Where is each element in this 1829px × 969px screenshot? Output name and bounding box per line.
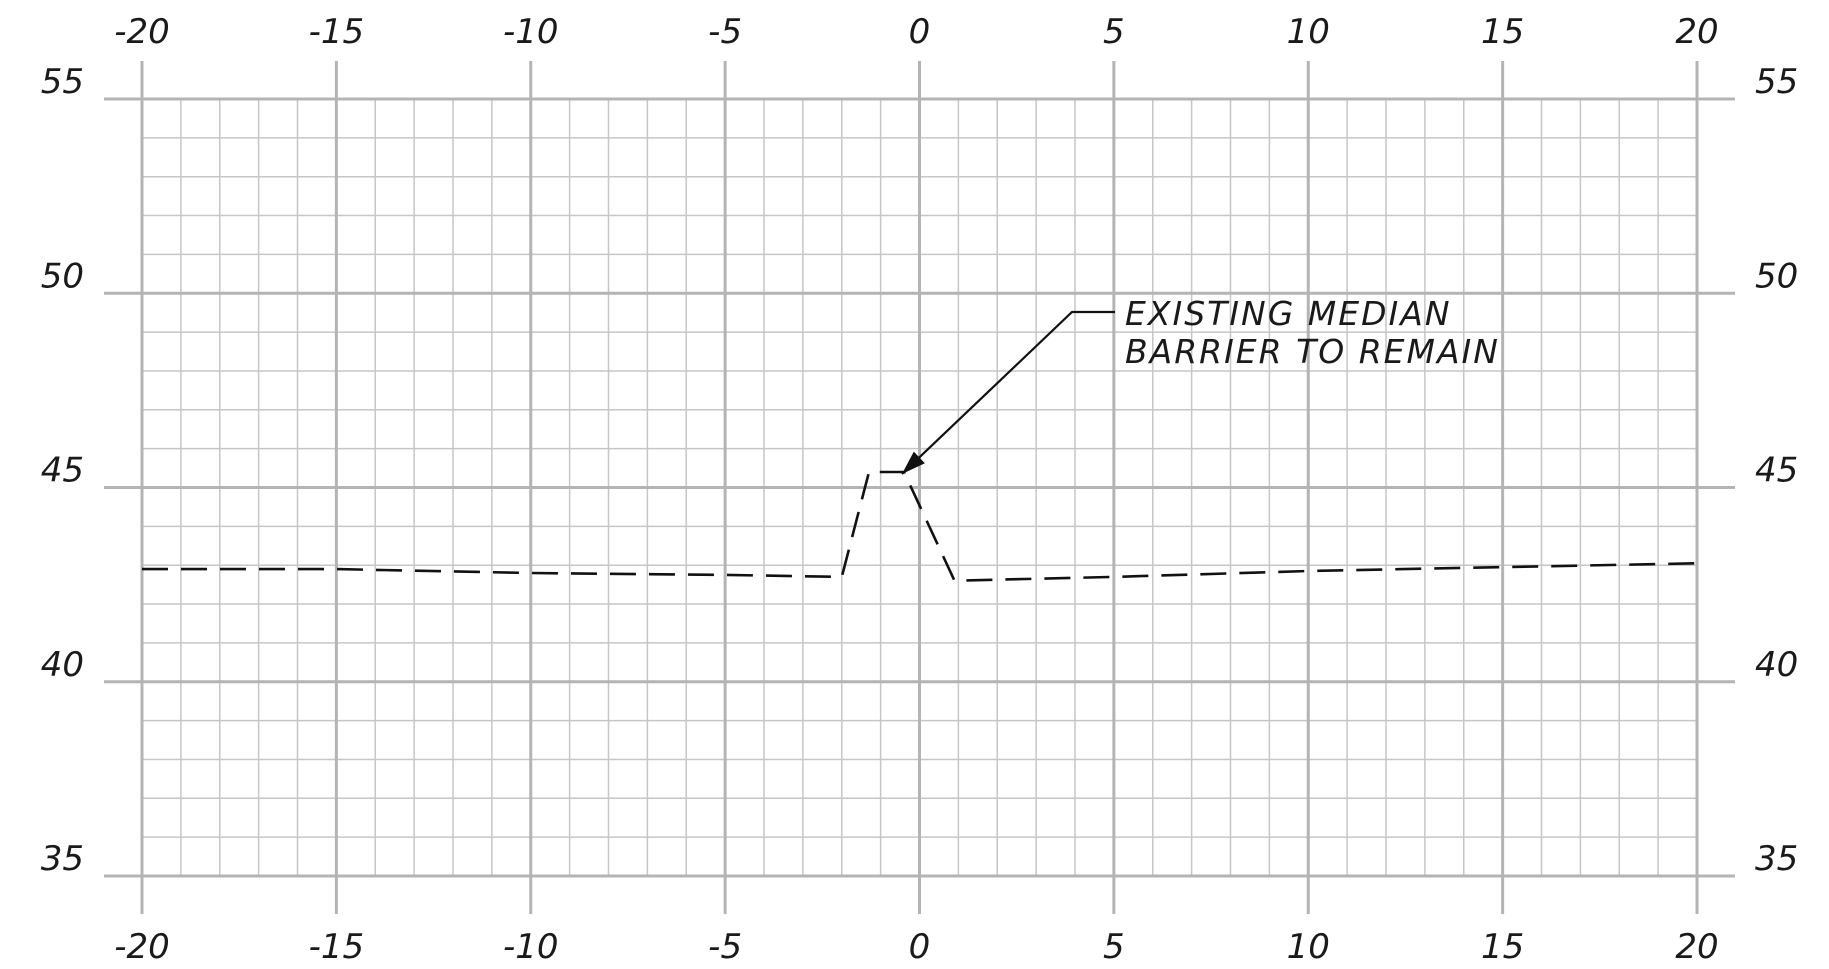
annotation-leader-line — [901, 310, 1115, 475]
y-tick-label-right: 40 — [1755, 645, 1798, 685]
y-tick-label-right: 35 — [1755, 839, 1798, 879]
x-tick-label-top: 20 — [1675, 12, 1718, 52]
profile-line-0 — [142, 470, 1698, 583]
annotation-text-line-1: EXISTING MEDIAN — [1125, 294, 1452, 333]
x-tick-label-top: 10 — [1287, 12, 1330, 52]
x-tick-label-bottom: 20 — [1675, 927, 1718, 967]
tick-labels: -20-20-15-15-10-10-5-5005510101515202035… — [41, 12, 1799, 967]
y-tick-label-left: 35 — [41, 839, 84, 879]
x-tick-label-top: -20 — [114, 12, 170, 52]
x-tick-label-top: -15 — [309, 12, 365, 52]
y-tick-label-right: 45 — [1755, 451, 1798, 491]
y-tick-label-left: 55 — [41, 62, 84, 102]
x-tick-label-bottom: 0 — [909, 927, 931, 967]
x-tick-label-bottom: -20 — [114, 927, 170, 967]
annotation: EXISTING MEDIAN BARRIER TO REMAIN — [901, 294, 1500, 475]
y-tick-label-right: 50 — [1755, 256, 1798, 296]
annotation-text-line-2: BARRIER TO REMAIN — [1125, 332, 1500, 371]
y-tick-label-left: 40 — [41, 645, 84, 685]
y-tick-label-left: 50 — [41, 256, 84, 296]
y-tick-label-left: 45 — [41, 451, 84, 491]
x-tick-label-top: 5 — [1103, 12, 1125, 52]
x-tick-label-top: -10 — [503, 12, 559, 52]
profile-series — [142, 470, 1698, 583]
x-tick-label-bottom: -5 — [708, 927, 742, 967]
major-grid — [104, 61, 1735, 914]
x-tick-label-bottom: -10 — [503, 927, 559, 967]
x-tick-label-top: 15 — [1481, 12, 1524, 52]
annotation-arrowhead — [901, 451, 925, 474]
x-tick-label-bottom: 5 — [1103, 927, 1125, 967]
x-tick-label-bottom: 15 — [1481, 927, 1524, 967]
x-tick-label-bottom: 10 — [1287, 927, 1330, 967]
y-tick-label-right: 55 — [1755, 62, 1798, 102]
x-tick-label-top: 0 — [909, 12, 931, 52]
x-tick-label-top: -5 — [708, 12, 742, 52]
x-tick-label-bottom: -15 — [309, 927, 365, 967]
